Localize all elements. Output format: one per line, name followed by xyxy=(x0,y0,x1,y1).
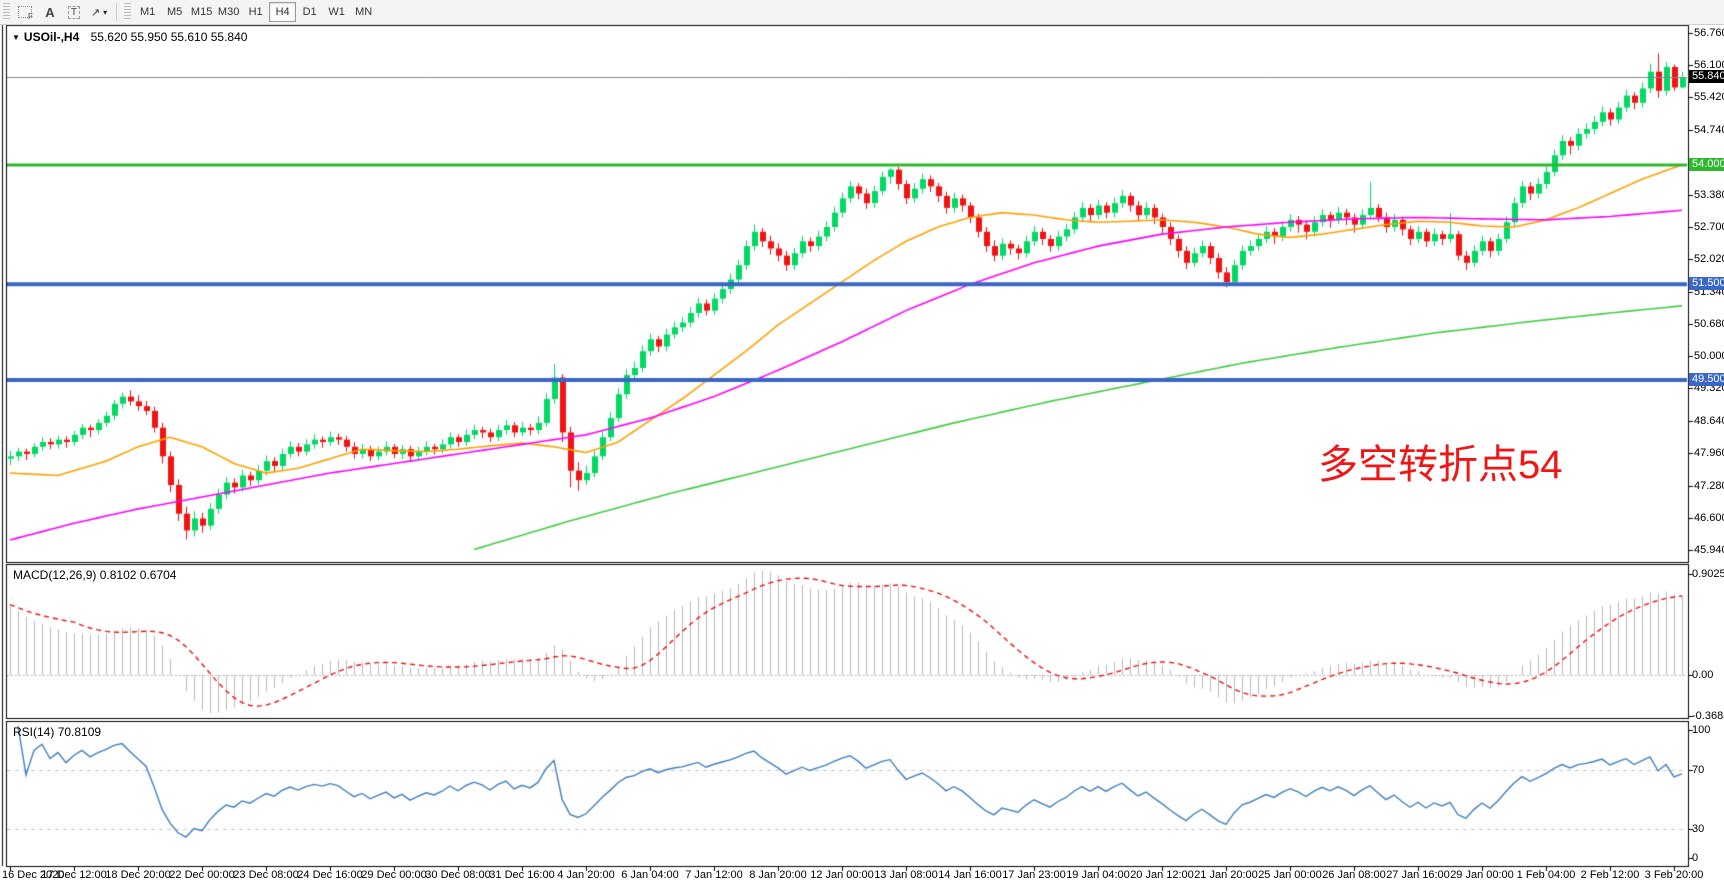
price-axis-tick-label: 46.600 xyxy=(1694,512,1724,524)
chart-profile-button[interactable]: F xyxy=(13,2,38,22)
timeframe-button-m1[interactable]: M1 xyxy=(134,2,161,22)
toolbar: F A T ↗ ▾ M1 M5 M15 M30 H1 H4 D1 W1 MN xyxy=(0,0,1724,25)
f-letter-icon: F xyxy=(28,11,33,21)
time-axis-label: 25 Jan 00:00 xyxy=(1258,869,1322,881)
dotted-grid-icon xyxy=(18,6,32,18)
macd-signal-value: 0.6704 xyxy=(139,568,177,582)
time-axis-label: 29 Jan 00:00 xyxy=(1450,869,1514,881)
timeframe-button-d1[interactable]: D1 xyxy=(296,2,323,22)
macd-axis-tick-label: -0.3688 xyxy=(1692,710,1724,722)
price-axis-tick-label: 55.420 xyxy=(1694,91,1724,103)
chart-text-annotation: 多空转折点54 xyxy=(1318,443,1563,487)
timeframe-group: M1 M5 M15 M30 H1 H4 D1 W1 MN xyxy=(134,2,377,22)
support-level-badge-1: 51.500 xyxy=(1689,277,1724,290)
price-axis-tick-label: 52.020 xyxy=(1694,253,1724,265)
rsi-axis-tick-label: 0 xyxy=(1692,852,1699,864)
timeframe-button-h1[interactable]: H1 xyxy=(242,2,269,22)
price-axis-tick-label: 56.760 xyxy=(1694,27,1724,39)
price-axis-tick-label: 45.940 xyxy=(1694,544,1724,556)
drawing-arrows-button[interactable]: ↗ ▾ xyxy=(86,2,112,22)
ohlc-open: 55.620 xyxy=(90,30,128,44)
macd-axis-tick-label: 0.00 xyxy=(1692,669,1714,681)
timeframe-button-m15[interactable]: M15 xyxy=(188,2,215,22)
time-axis-label: 29 Dec 00:00 xyxy=(361,869,427,881)
timeframe-button-m5[interactable]: M5 xyxy=(161,2,188,22)
price-axis-tick-label: 53.380 xyxy=(1694,189,1724,201)
rsi-indicator-label: RSI(14) 70.8109 xyxy=(13,725,102,739)
timeframe-button-m30[interactable]: M30 xyxy=(215,2,242,22)
resistance-level-badge: 54.000 xyxy=(1689,158,1724,171)
rsi-axis-tick-label: 100 xyxy=(1692,724,1711,736)
timeframe-button-mn[interactable]: MN xyxy=(350,2,377,22)
price-axis-tick-label: 56.100 xyxy=(1694,59,1724,71)
collapse-triangle-icon: ▼ xyxy=(12,33,20,42)
timeframe-button-w1[interactable]: W1 xyxy=(323,2,350,22)
price-axis-tick-label: 52.700 xyxy=(1694,221,1724,233)
rsi-axis-tick-label: 70 xyxy=(1692,764,1705,776)
time-axis-label: 21 Jan 20:00 xyxy=(1194,869,1258,881)
time-axis-label: 17 Dec 12:00 xyxy=(41,869,107,881)
time-axis-label: 22 Dec 00:00 xyxy=(169,869,235,881)
price-axis-tick-label: 48.640 xyxy=(1694,415,1724,427)
time-axis-label: 18 Dec 20:00 xyxy=(105,869,171,881)
price-axis-tick-label: 47.960 xyxy=(1694,447,1724,459)
text-label-icon: T xyxy=(67,5,80,19)
time-axis-label: 7 Jan 12:00 xyxy=(685,869,743,881)
ohlc-low: 55.610 xyxy=(170,30,208,44)
macd-indicator-label: MACD(12,26,9) 0.8102 0.6704 xyxy=(13,568,177,582)
time-axis-label: 2 Feb 12:00 xyxy=(1580,869,1640,881)
dropdown-caret-icon: ▾ xyxy=(103,7,108,17)
text-label-tool-button[interactable]: T xyxy=(62,2,86,22)
chart-title[interactable]: ▼ USOil-,H4 55.620 55.950 55.610 55.840 xyxy=(12,30,247,44)
symbol-name: USOil-,H4 xyxy=(23,30,80,44)
toolbar-grip[interactable] xyxy=(124,3,132,21)
rsi-value: 70.8109 xyxy=(57,725,102,739)
time-axis-label: 26 Jan 08:00 xyxy=(1322,869,1386,881)
time-axis-label: 3 Feb 20:00 xyxy=(1644,869,1704,881)
time-axis-label: 31 Dec 16:00 xyxy=(489,869,555,881)
time-axis-label: 12 Jan 00:00 xyxy=(810,869,874,881)
ohlc-close: 55.840 xyxy=(210,30,248,44)
time-axis-label: 19 Jan 04:00 xyxy=(1066,869,1130,881)
toolbar-grip[interactable] xyxy=(3,3,10,21)
time-axis-label: 6 Jan 04:00 xyxy=(621,869,679,881)
font-tool-button[interactable]: A xyxy=(38,2,62,22)
macd-panel[interactable] xyxy=(6,564,1688,718)
time-axis-label: 16 Dec 2020 xyxy=(2,869,65,881)
time-axis-label: 13 Jan 08:00 xyxy=(874,869,938,881)
timeframe-button-h4[interactable]: H4 xyxy=(269,2,297,22)
arrows-icon: ↗ xyxy=(90,6,101,19)
time-axis-label: 20 Jan 12:00 xyxy=(1130,869,1194,881)
price-axis-tick-label: 47.280 xyxy=(1694,480,1724,492)
current-price-badge: 55.840 xyxy=(1689,70,1724,83)
macd-axis-tick-label: 0.9025 xyxy=(1692,568,1724,580)
time-axis-label: 24 Dec 16:00 xyxy=(297,869,363,881)
price-axis-tick-label: 50.000 xyxy=(1694,350,1724,362)
time-axis-label: 30 Dec 08:00 xyxy=(425,869,491,881)
time-axis-label: 8 Jan 20:00 xyxy=(749,869,807,881)
time-axis-label: 4 Jan 20:00 xyxy=(557,869,615,881)
time-axis-label: 23 Dec 08:00 xyxy=(233,869,299,881)
rsi-axis-tick-label: 30 xyxy=(1692,823,1705,835)
toolbar-separator xyxy=(116,3,118,21)
support-level-badge-2: 49.500 xyxy=(1689,373,1724,386)
price-axis-tick-label: 50.680 xyxy=(1694,318,1724,330)
time-axis-label: 1 Feb 04:00 xyxy=(1516,869,1576,881)
time-axis-label: 27 Jan 16:00 xyxy=(1386,869,1450,881)
ohlc-high: 55.950 xyxy=(130,30,168,44)
price-axis-tick-label: 54.740 xyxy=(1694,124,1724,136)
time-axis-label: 17 Jan 23:00 xyxy=(1002,869,1066,881)
time-axis-label: 14 Jan 16:00 xyxy=(938,869,1002,881)
macd-main-value: 0.8102 xyxy=(99,568,137,582)
price-axis[interactable] xyxy=(1689,25,1724,866)
rsi-panel[interactable] xyxy=(6,721,1688,866)
